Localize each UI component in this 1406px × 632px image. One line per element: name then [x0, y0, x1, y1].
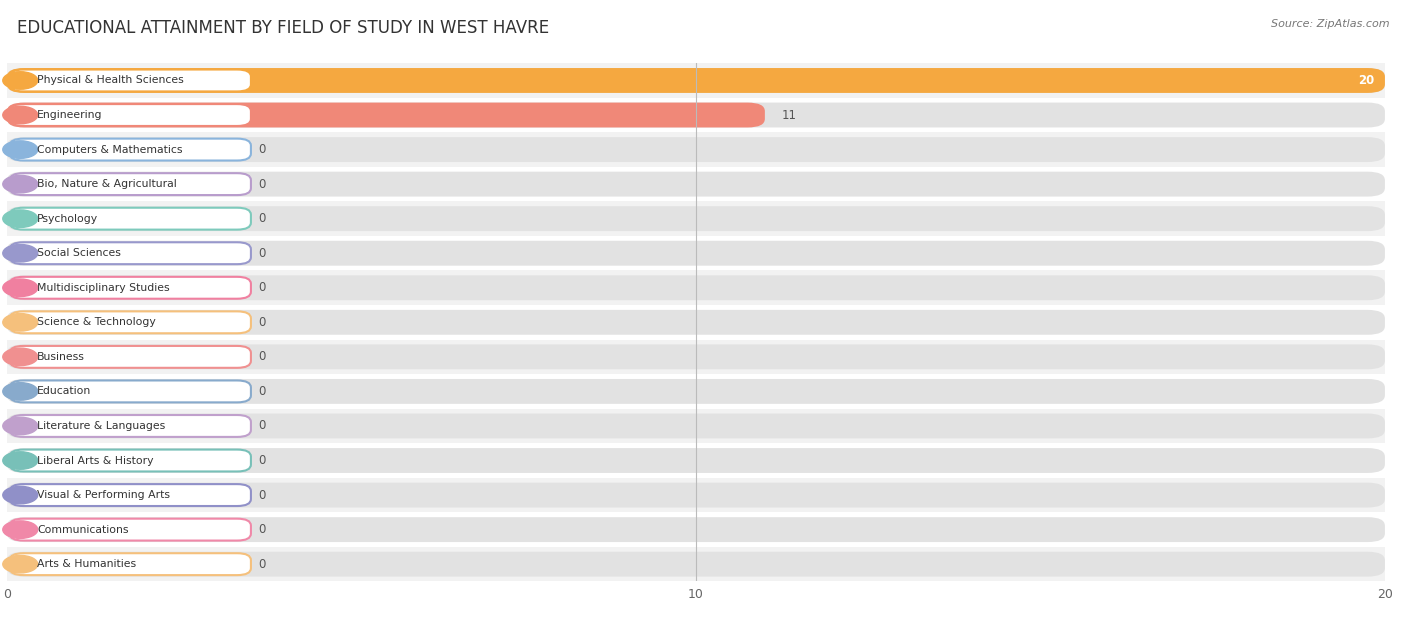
- FancyBboxPatch shape: [10, 449, 250, 471]
- Text: 0: 0: [259, 246, 266, 260]
- Circle shape: [3, 106, 38, 124]
- Bar: [7, 98, 1385, 132]
- Bar: [7, 167, 1385, 202]
- Text: Psychology: Psychology: [37, 214, 98, 224]
- Bar: [7, 236, 1385, 270]
- Text: Literature & Languages: Literature & Languages: [37, 421, 166, 431]
- FancyBboxPatch shape: [7, 310, 1385, 335]
- FancyBboxPatch shape: [10, 312, 250, 333]
- Text: 0: 0: [259, 454, 266, 467]
- Bar: [7, 409, 1385, 443]
- Bar: [7, 270, 1385, 305]
- Text: Physical & Health Sciences: Physical & Health Sciences: [37, 75, 184, 85]
- Circle shape: [3, 175, 38, 193]
- Circle shape: [3, 556, 38, 573]
- Text: 0: 0: [259, 212, 266, 225]
- Text: Arts & Humanities: Arts & Humanities: [37, 559, 136, 569]
- Text: 20: 20: [1358, 74, 1375, 87]
- FancyBboxPatch shape: [7, 276, 1385, 300]
- Text: Education: Education: [37, 386, 91, 396]
- Text: Liberal Arts & History: Liberal Arts & History: [37, 456, 153, 466]
- Circle shape: [3, 71, 38, 89]
- FancyBboxPatch shape: [10, 519, 250, 540]
- Text: 0: 0: [259, 489, 266, 502]
- Circle shape: [3, 486, 38, 504]
- Text: Science & Technology: Science & Technology: [37, 317, 156, 327]
- FancyBboxPatch shape: [7, 413, 1385, 439]
- Circle shape: [3, 279, 38, 296]
- FancyBboxPatch shape: [10, 346, 250, 368]
- FancyBboxPatch shape: [7, 102, 1385, 128]
- Text: Engineering: Engineering: [37, 110, 103, 120]
- Bar: [7, 513, 1385, 547]
- Text: 11: 11: [782, 109, 797, 121]
- FancyBboxPatch shape: [7, 344, 1385, 369]
- FancyBboxPatch shape: [10, 484, 250, 506]
- Bar: [7, 443, 1385, 478]
- FancyBboxPatch shape: [7, 448, 1385, 473]
- Text: Multidisciplinary Studies: Multidisciplinary Studies: [37, 283, 170, 293]
- FancyBboxPatch shape: [10, 415, 250, 437]
- FancyBboxPatch shape: [10, 277, 250, 299]
- Text: 0: 0: [259, 143, 266, 156]
- FancyBboxPatch shape: [7, 206, 1385, 231]
- Bar: [7, 305, 1385, 339]
- Circle shape: [3, 348, 38, 366]
- Text: Visual & Performing Arts: Visual & Performing Arts: [37, 490, 170, 500]
- FancyBboxPatch shape: [10, 553, 250, 575]
- FancyBboxPatch shape: [7, 172, 1385, 197]
- FancyBboxPatch shape: [10, 104, 250, 126]
- Text: 0: 0: [259, 316, 266, 329]
- FancyBboxPatch shape: [10, 70, 250, 92]
- FancyBboxPatch shape: [7, 483, 1385, 507]
- Text: 0: 0: [259, 385, 266, 398]
- FancyBboxPatch shape: [7, 552, 1385, 576]
- Circle shape: [3, 210, 38, 228]
- Text: Social Sciences: Social Sciences: [37, 248, 121, 258]
- Text: 0: 0: [259, 420, 266, 432]
- Circle shape: [3, 141, 38, 159]
- Text: 0: 0: [259, 350, 266, 363]
- FancyBboxPatch shape: [10, 208, 250, 229]
- Circle shape: [3, 313, 38, 331]
- Text: 0: 0: [259, 523, 266, 536]
- Text: Business: Business: [37, 352, 84, 362]
- Text: 0: 0: [259, 557, 266, 571]
- Circle shape: [3, 417, 38, 435]
- Text: Computers & Mathematics: Computers & Mathematics: [37, 145, 183, 155]
- Circle shape: [3, 382, 38, 400]
- FancyBboxPatch shape: [7, 68, 1385, 93]
- FancyBboxPatch shape: [7, 137, 1385, 162]
- FancyBboxPatch shape: [7, 68, 1385, 93]
- FancyBboxPatch shape: [10, 138, 250, 161]
- Text: Communications: Communications: [37, 525, 128, 535]
- Bar: [7, 63, 1385, 98]
- FancyBboxPatch shape: [10, 380, 250, 403]
- Text: Bio, Nature & Agricultural: Bio, Nature & Agricultural: [37, 179, 177, 189]
- Text: EDUCATIONAL ATTAINMENT BY FIELD OF STUDY IN WEST HAVRE: EDUCATIONAL ATTAINMENT BY FIELD OF STUDY…: [17, 19, 548, 37]
- Bar: [7, 132, 1385, 167]
- Bar: [7, 478, 1385, 513]
- Circle shape: [3, 245, 38, 262]
- FancyBboxPatch shape: [7, 241, 1385, 265]
- Bar: [7, 339, 1385, 374]
- FancyBboxPatch shape: [7, 102, 765, 128]
- Circle shape: [3, 521, 38, 538]
- Circle shape: [3, 452, 38, 470]
- FancyBboxPatch shape: [10, 173, 250, 195]
- Bar: [7, 202, 1385, 236]
- FancyBboxPatch shape: [7, 379, 1385, 404]
- Bar: [7, 547, 1385, 581]
- Bar: [7, 374, 1385, 409]
- FancyBboxPatch shape: [7, 517, 1385, 542]
- Text: 0: 0: [259, 178, 266, 191]
- FancyBboxPatch shape: [10, 242, 250, 264]
- Text: 0: 0: [259, 281, 266, 295]
- Text: Source: ZipAtlas.com: Source: ZipAtlas.com: [1271, 19, 1389, 29]
